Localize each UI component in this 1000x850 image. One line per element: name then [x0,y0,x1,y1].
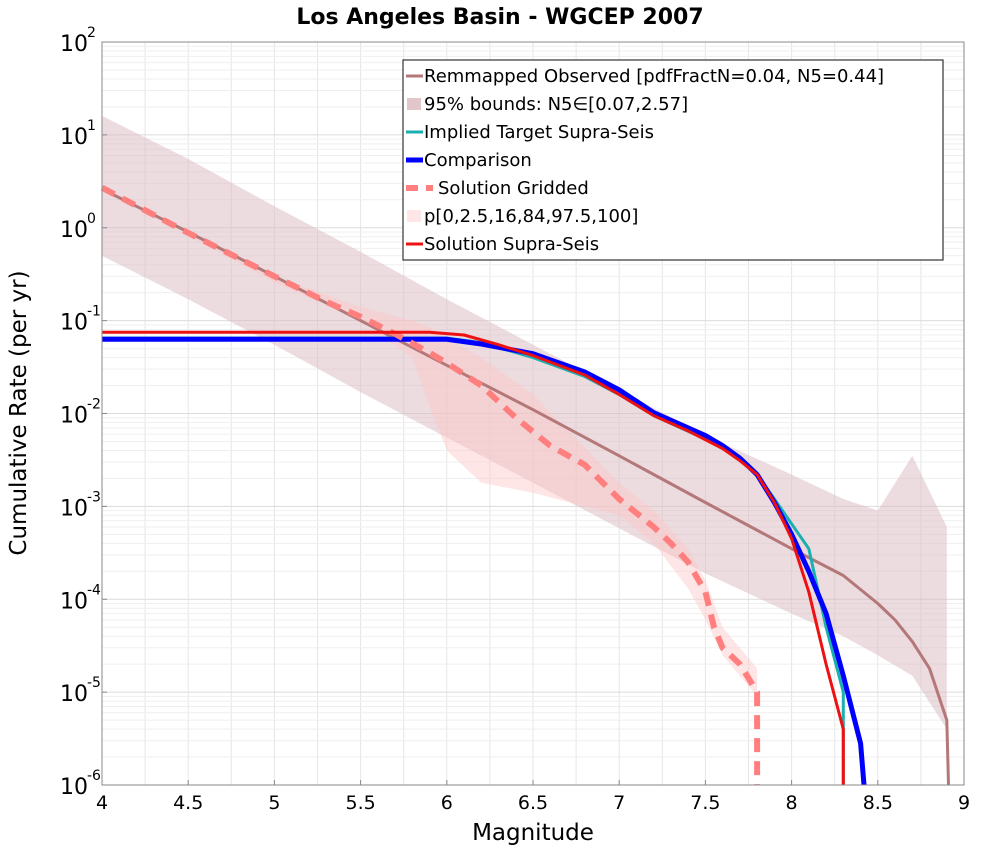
legend-label: 95% bounds: N5∈[0.07,2.57] [424,94,688,115]
x-tick-label: 4.5 [173,792,203,814]
y-tick-exponent: -1 [87,304,101,320]
chart-title: Los Angeles Basin - WGCEP 2007 [296,5,703,30]
y-tick-label: 10 -2 [60,397,101,429]
legend-box [402,59,944,261]
legend-item: Implied Target Supra-Seis [406,122,654,143]
y-tick-label: 10 1 [60,118,96,150]
x-tick-label: 9 [958,792,970,814]
series-line-3 [100,185,761,785]
legend-swatch [407,98,421,110]
legend-item: Solution Supra-Seis [406,234,599,255]
legend-label: Comparison [424,150,532,171]
x-tick-label: 4 [96,792,108,814]
y-tick-label: 10 -6 [60,768,101,800]
x-tick-label: 7.5 [690,792,720,814]
x-tick-label: 6.5 [518,792,548,814]
y-tick-label: 10 -5 [60,675,101,707]
x-tick-label: 7 [613,792,625,814]
legend-item: p[0,2.5,16,84,97.5,100] [407,206,638,227]
legend-label: Implied Target Supra-Seis [424,122,654,143]
x-tick-label: 6 [441,792,453,814]
y-tick-label: 10 -1 [60,304,101,336]
x-tick-label: 8 [786,792,798,814]
series-lines [100,185,950,786]
legend-swatch [407,210,421,222]
y-tick-exponent: 0 [87,211,96,227]
y-tick-base: 10 [60,218,88,243]
y-tick-base: 10 [60,311,88,336]
y-tick-label: 10 -4 [60,582,101,614]
y-tick-exponent: -3 [87,489,101,505]
y-tick-base: 10 [60,682,88,707]
x-tick-label: 8.5 [863,792,893,814]
x-axis-ticks: 4 4.5 5 5.5 6 6.5 7 7.5 8 8.5 9 [96,780,970,814]
legend-item: Remmapped Observed [pdfFractN=0.04, N5=0… [406,66,884,87]
legend: Remmapped Observed [pdfFractN=0.04, N5=0… [402,59,944,261]
legend-label: p[0,2.5,16,84,97.5,100] [424,206,638,227]
y-tick-base: 10 [60,125,88,150]
y-tick-exponent: -4 [87,582,101,598]
legend-label: Solution Supra-Seis [424,234,599,255]
y-tick-label: 10 -3 [60,489,101,521]
y-tick-base: 10 [60,589,88,614]
y-tick-exponent: -6 [87,768,101,784]
legend-item: Solution Gridded [406,178,589,199]
y-tick-base: 10 [60,775,88,800]
series-line-4 [102,330,845,785]
y-tick-exponent: -5 [87,675,101,691]
y-tick-label: 10 2 [60,25,96,57]
legend-item: Comparison [406,150,532,171]
legend-label: Solution Gridded [438,178,589,199]
y-tick-base: 10 [60,496,88,521]
x-tick-label: 5.5 [345,792,375,814]
legend-item: 95% bounds: N5∈[0.07,2.57] [407,94,688,115]
y-tick-base: 10 [60,404,88,429]
y-tick-base: 10 [60,32,88,57]
y-axis-label: Cumulative Rate (per yr) [6,270,32,555]
legend-label: Remmapped Observed [pdfFractN=0.04, N5=0… [424,66,884,87]
y-tick-exponent: 1 [87,118,96,134]
y-tick-exponent: 2 [87,25,96,41]
x-tick-label: 5 [268,792,280,814]
y-tick-label: 10 0 [60,211,96,243]
x-axis-label: Magnitude [472,820,594,846]
y-tick-exponent: -2 [87,397,101,413]
